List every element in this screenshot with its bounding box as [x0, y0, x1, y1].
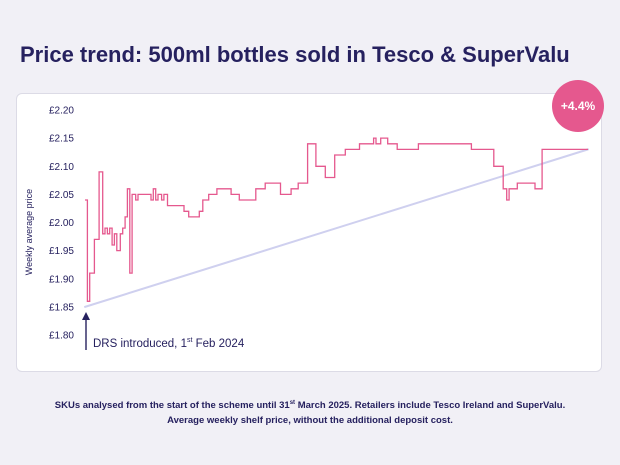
- y-tick-label: £2.10: [49, 162, 74, 173]
- y-tick-label: £1.95: [49, 246, 74, 257]
- footnote: SKUs analysed from the start of the sche…: [0, 396, 620, 428]
- y-axis-label: Weekly average price: [24, 188, 34, 276]
- y-tick-label: £1.90: [49, 274, 74, 285]
- y-axis-ticks: £1.80 £1.85 £1.90 £1.95 £2.00 £2.05 £2.10 £2.15…: [49, 106, 74, 342]
- footnote-line-2: Average weekly shelf price, without the …: [167, 415, 453, 427]
- y-tick-label: £2.05: [49, 190, 74, 201]
- chart-card: [16, 93, 602, 372]
- y-tick-label: £1.85: [49, 302, 74, 313]
- y-tick-label: £2.20: [49, 106, 74, 117]
- y-tick-label: £2.15: [49, 134, 74, 145]
- price-series-line: [85, 137, 588, 302]
- chart-title: Price trend: 500ml bottles sold in Tesco…: [20, 42, 570, 67]
- drs-annotation: DRS introduced, 1st Feb 2024: [93, 337, 245, 350]
- footnote-line-1: SKUs analysed from the start of the sche…: [54, 400, 566, 412]
- y-tick-label: £2.00: [49, 218, 74, 229]
- up-arrow-icon: [82, 312, 90, 350]
- change-badge: +4.4%: [552, 80, 604, 132]
- trend-line: [84, 148, 589, 308]
- y-tick-label: £1.80: [49, 331, 74, 342]
